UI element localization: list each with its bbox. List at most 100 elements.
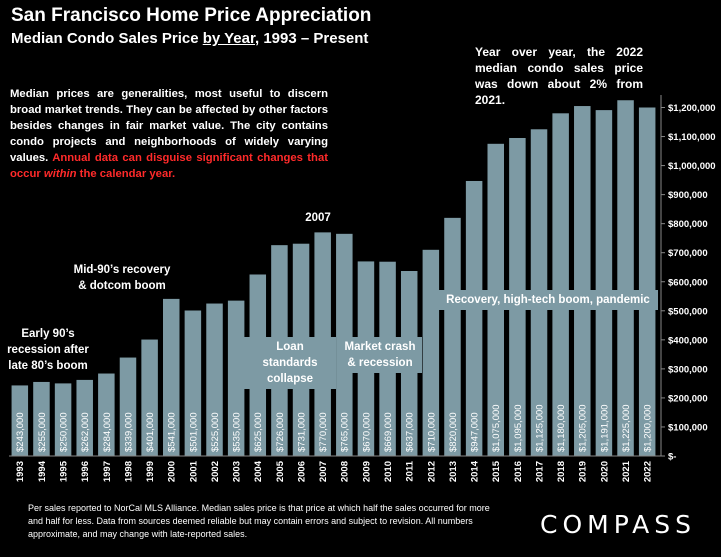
bar [206, 303, 223, 456]
bar-value-label: $535,000 [232, 412, 243, 452]
footer-note: Per sales reported to NorCal MLS Allianc… [28, 503, 490, 539]
x-tick-label: 2018 [556, 461, 567, 482]
x-tick-label: 2021 [621, 460, 632, 482]
bar [54, 383, 72, 456]
x-tick-label: 2017 [534, 461, 545, 482]
x-tick-label: 2004 [253, 460, 264, 482]
description-warning: Annual data can disguise significant cha… [10, 152, 328, 180]
y-tick-label: $500,000 [668, 306, 708, 317]
x-tick-label: 1999 [145, 461, 156, 482]
y-tick-label: $800,000 [668, 219, 708, 230]
bar [465, 180, 483, 457]
x-tick-label: 2006 [296, 461, 307, 482]
bar-value-label: $1,225,000 [621, 404, 632, 452]
x-tick-label: 2011 [405, 460, 416, 481]
bar-value-label: $1,180,000 [556, 404, 567, 452]
y-tick-label: $700,000 [668, 248, 708, 259]
x-tick-label: 2003 [232, 461, 243, 482]
chart-subtitle: Median Condo Sales Price by Year, 1993 –… [11, 30, 368, 47]
bar-value-label: $1,200,000 [643, 404, 654, 452]
x-tick-label: 2013 [448, 461, 459, 482]
y-tick-label: $200,000 [668, 393, 708, 404]
x-tick-label: 1998 [123, 461, 134, 482]
bar [184, 310, 202, 456]
bar [638, 107, 656, 456]
bar-value-label: $525,000 [210, 412, 221, 452]
bar-value-label: $1,191,000 [599, 404, 610, 452]
bar [422, 249, 440, 456]
bar-value-label: $1,075,000 [491, 404, 502, 452]
x-tick-label: 1995 [58, 460, 69, 482]
bar [617, 100, 634, 456]
bar-value-label: $243,000 [15, 412, 26, 452]
bar [98, 373, 115, 456]
bar-value-label: $669,000 [383, 412, 394, 452]
y-tick-label: $100,000 [668, 422, 708, 433]
x-tick-label: 1997 [102, 461, 113, 482]
bar-value-label: $1,125,000 [534, 404, 545, 452]
subtitle-underlined: by Year [202, 30, 255, 47]
bar-value-label: $250,000 [58, 412, 69, 452]
bar [595, 110, 613, 457]
annotation-early-90s: Early 90’s recession after late 80’s boo… [7, 328, 89, 372]
bar [11, 385, 29, 456]
x-tick-label: 2022 [643, 461, 654, 482]
subtitle-pre: Median Condo Sales Price [11, 30, 203, 47]
x-tick-label: 2007 [318, 461, 329, 482]
x-tick-label: 1996 [80, 461, 91, 482]
subtitle-post: , 1993 – Present [255, 30, 369, 47]
bar-value-label: $726,000 [275, 412, 286, 452]
chart-title: San Francisco Home Price Appreciation [11, 5, 372, 26]
y-tick-label: $1,100,000 [668, 132, 716, 143]
annotation-2007: 2007 [305, 212, 331, 224]
yoy-note: Year over year, the 2022 median condo sa… [475, 45, 643, 107]
bar-value-label: $339,000 [123, 412, 134, 452]
x-tick-label: 2009 [361, 461, 372, 482]
description: Median prices are generalities, most use… [10, 86, 328, 182]
y-tick-label: $1,200,000 [668, 103, 716, 114]
bar [119, 357, 137, 456]
bar-value-label: $731,000 [296, 412, 307, 452]
y-tick-label: $300,000 [668, 364, 708, 375]
x-tick-label: 2010 [383, 461, 394, 482]
x-tick-label: 2008 [340, 461, 351, 482]
annotation-loan-standards: Loan standards collapse [244, 337, 336, 389]
bar [163, 298, 180, 456]
y-tick-label: $600,000 [668, 277, 708, 288]
bar [33, 381, 50, 456]
bar [552, 113, 569, 456]
y-tick-label: $400,000 [668, 335, 708, 346]
bar-value-label: $401,000 [145, 412, 156, 452]
x-tick-label: 2016 [513, 461, 524, 482]
description-main: Median prices are generalities, most use… [10, 88, 328, 164]
bar-value-label: $1,205,000 [578, 404, 589, 452]
bar-value-label: $770,000 [318, 412, 329, 452]
bar-value-label: $284,000 [102, 412, 113, 452]
bar-value-label: $541,000 [167, 412, 178, 452]
bar-value-label: $710,000 [426, 412, 437, 452]
bar-value-label: $670,000 [361, 412, 372, 452]
x-tick-label: 2015 [491, 460, 502, 482]
bar-value-label: $501,000 [188, 412, 199, 452]
x-tick-label: 2001 [188, 460, 199, 482]
x-tick-label: 2005 [275, 460, 286, 482]
compass-logo: COMPASS [540, 510, 697, 539]
y-tick-label: $900,000 [668, 190, 708, 201]
annotation-market-crash: Market crash & recession [338, 337, 422, 373]
x-tick-label: 2000 [167, 461, 178, 482]
x-tick-label: 2014 [470, 460, 481, 482]
bar-value-label: $765,000 [340, 412, 351, 452]
annotation-mid-90s: Mid-90’s recovery & dotcom boom [73, 264, 171, 292]
y-tick-label: $1,000,000 [668, 161, 716, 172]
x-tick-label: 1994 [37, 460, 48, 482]
x-tick-label: 2002 [210, 461, 221, 482]
x-tick-label: 2012 [426, 461, 437, 482]
bar-value-label: $1,095,000 [513, 404, 524, 452]
bar [76, 379, 93, 456]
bar [574, 106, 591, 457]
bar-value-label: $637,000 [405, 412, 416, 452]
bar [141, 339, 158, 456]
bar [227, 300, 245, 456]
bar-value-label: $262,000 [80, 412, 91, 452]
bar [444, 217, 461, 456]
